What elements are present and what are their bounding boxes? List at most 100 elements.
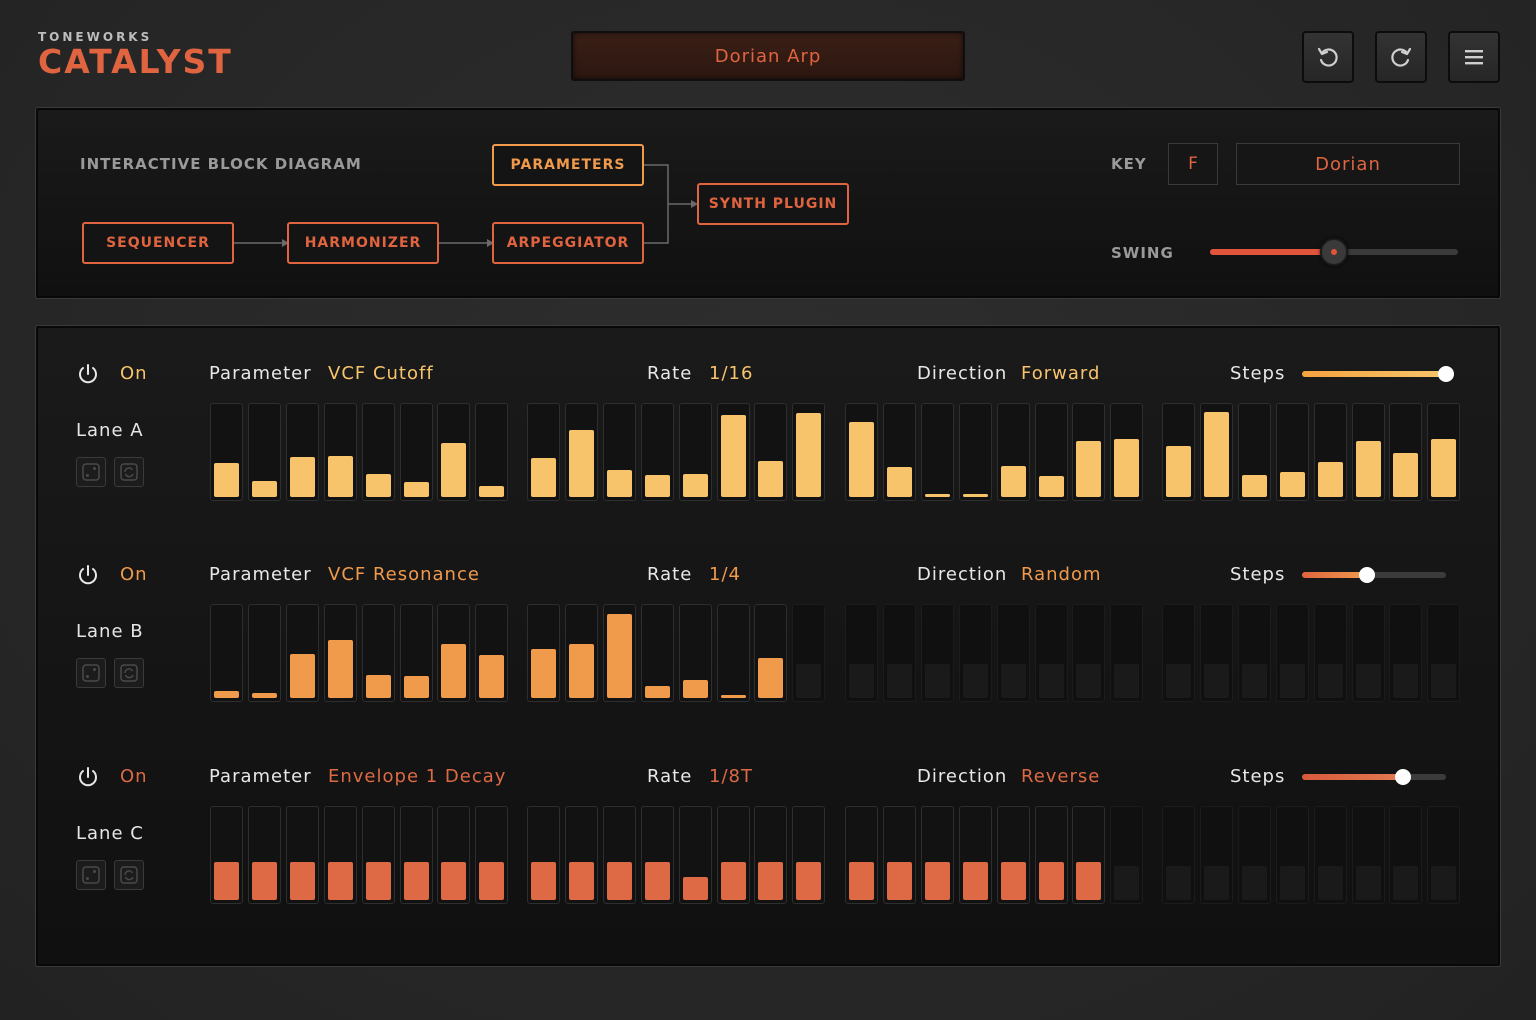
step-cell[interactable] [792, 604, 826, 702]
step-cell[interactable] [437, 403, 471, 501]
step-cell[interactable] [920, 403, 954, 501]
randomize-button[interactable] [76, 860, 106, 890]
step-cell[interactable] [1034, 403, 1068, 501]
step-cell[interactable] [882, 403, 916, 501]
step-cell[interactable] [285, 403, 319, 501]
step-cell[interactable] [1351, 604, 1385, 702]
step-cell[interactable] [845, 806, 878, 904]
direction-selector[interactable]: Reverse [1021, 766, 1101, 787]
step-cell[interactable] [602, 403, 636, 501]
step-cell[interactable] [210, 403, 243, 501]
steps-slider[interactable] [1302, 366, 1454, 382]
step-cell[interactable] [361, 403, 395, 501]
step-cell[interactable] [527, 806, 560, 904]
lane-on-label[interactable]: On [120, 766, 148, 787]
step-cell[interactable] [564, 403, 598, 501]
step-cell[interactable] [1351, 403, 1385, 501]
step-cell[interactable] [1313, 403, 1347, 501]
step-cell[interactable] [754, 403, 788, 501]
step-cell[interactable] [399, 604, 433, 702]
step-cell[interactable] [678, 403, 712, 501]
step-cell[interactable] [1275, 403, 1309, 501]
rate-selector[interactable]: 1/16 [709, 363, 754, 384]
step-cell[interactable] [1389, 806, 1423, 904]
reset-button[interactable] [114, 658, 144, 688]
step-cell[interactable] [754, 806, 788, 904]
step-cell[interactable] [1199, 403, 1233, 501]
steps-slider-knob[interactable] [1394, 769, 1411, 785]
step-cell[interactable] [716, 806, 750, 904]
step-cell[interactable] [882, 604, 916, 702]
step-cell[interactable] [1427, 403, 1461, 501]
step-cell[interactable] [285, 604, 319, 702]
step-cell[interactable] [1351, 806, 1385, 904]
key-selector[interactable]: F [1168, 143, 1218, 185]
parameter-selector[interactable]: VCF Cutoff [328, 363, 434, 384]
step-cell[interactable] [285, 806, 319, 904]
step-cell[interactable] [958, 604, 992, 702]
step-cell[interactable] [920, 806, 954, 904]
step-cell[interactable] [678, 806, 712, 904]
scale-mode-selector[interactable]: Dorian [1236, 143, 1460, 185]
step-cell[interactable] [845, 604, 878, 702]
parameter-selector[interactable]: Envelope 1 Decay [328, 766, 507, 787]
rate-selector[interactable]: 1/8T [709, 766, 753, 787]
power-icon[interactable] [76, 765, 100, 789]
step-cell[interactable] [475, 403, 509, 501]
step-cell[interactable] [958, 806, 992, 904]
step-cell[interactable] [1237, 403, 1271, 501]
power-icon[interactable] [76, 362, 100, 386]
direction-selector[interactable]: Forward [1021, 363, 1101, 384]
step-cell[interactable] [210, 806, 243, 904]
step-cell[interactable] [323, 403, 357, 501]
step-cell[interactable] [792, 806, 826, 904]
reset-button[interactable] [114, 860, 144, 890]
reset-button[interactable] [114, 457, 144, 487]
step-cell[interactable] [247, 604, 281, 702]
parameter-selector[interactable]: VCF Resonance [328, 564, 480, 585]
step-cell[interactable] [361, 806, 395, 904]
step-cell[interactable] [527, 604, 560, 702]
swing-slider-knob[interactable] [1320, 238, 1348, 266]
randomize-button[interactable] [76, 457, 106, 487]
step-cell[interactable] [996, 403, 1030, 501]
step-cell[interactable] [1110, 403, 1144, 501]
step-cell[interactable] [361, 604, 395, 702]
direction-selector[interactable]: Random [1021, 564, 1102, 585]
step-cell[interactable] [1275, 806, 1309, 904]
step-cell[interactable] [475, 806, 509, 904]
step-cell[interactable] [564, 604, 598, 702]
menu-button[interactable] [1448, 31, 1500, 83]
step-cell[interactable] [527, 403, 560, 501]
step-cell[interactable] [1162, 806, 1195, 904]
step-cell[interactable] [1110, 604, 1144, 702]
step-cell[interactable] [247, 403, 281, 501]
redo-button[interactable] [1375, 31, 1427, 83]
step-cell[interactable] [1237, 806, 1271, 904]
step-cell[interactable] [792, 403, 826, 501]
step-cell[interactable] [323, 604, 357, 702]
step-cell[interactable] [602, 604, 636, 702]
rate-selector[interactable]: 1/4 [709, 564, 741, 585]
step-cell[interactable] [996, 806, 1030, 904]
step-cell[interactable] [1199, 604, 1233, 702]
step-cell[interactable] [754, 604, 788, 702]
steps-slider-knob[interactable] [1358, 567, 1375, 583]
step-cell[interactable] [845, 403, 878, 501]
step-cell[interactable] [716, 403, 750, 501]
step-cell[interactable] [1313, 806, 1347, 904]
step-cell[interactable] [1072, 604, 1106, 702]
step-cell[interactable] [399, 806, 433, 904]
step-cell[interactable] [437, 604, 471, 702]
undo-button[interactable] [1302, 31, 1354, 83]
step-cell[interactable] [882, 806, 916, 904]
step-cell[interactable] [1034, 604, 1068, 702]
harmonizer-block[interactable]: HARMONIZER [287, 222, 439, 264]
randomize-button[interactable] [76, 658, 106, 688]
sequencer-block[interactable]: SEQUENCER [82, 222, 234, 264]
step-cell[interactable] [1034, 806, 1068, 904]
steps-slider[interactable] [1302, 567, 1446, 583]
steps-slider[interactable] [1302, 769, 1446, 785]
step-cell[interactable] [678, 604, 712, 702]
step-cell[interactable] [475, 604, 509, 702]
